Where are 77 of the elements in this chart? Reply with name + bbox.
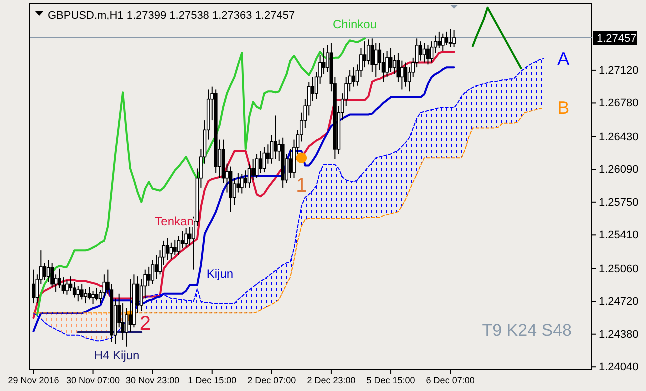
annotation: 1 — [296, 175, 308, 197]
y-tick-label: 1.25060 — [599, 263, 639, 276]
annotation: T9 K24 S48 — [482, 321, 572, 340]
y-tick-label: 1.26430 — [599, 131, 639, 144]
candlestick — [404, 62, 408, 88]
x-tick-label: 29 Nov 2016 — [8, 375, 60, 386]
candlestick — [66, 280, 69, 296]
candlestick — [43, 262, 47, 281]
y-tick-label: 1.27120 — [599, 64, 639, 77]
ref-line-label: 1.27457 — [597, 33, 637, 45]
candlestick — [46, 260, 50, 283]
candlestick — [274, 115, 278, 160]
candlestick — [84, 288, 88, 304]
x-tick-label: 30 Nov 23:00 — [126, 375, 180, 386]
candlestick — [50, 262, 54, 288]
candlestick — [389, 48, 393, 73]
candlestick — [441, 33, 445, 52]
candlestick — [370, 38, 374, 73]
candlestick — [80, 284, 84, 300]
candlestick — [166, 238, 170, 261]
candlestick — [154, 254, 158, 280]
series-label: H4 Kijun — [94, 348, 140, 362]
candlestick — [445, 31, 449, 46]
candlestick — [244, 170, 248, 188]
y-tick-label: 1.26090 — [599, 164, 639, 176]
y-tick-label: 1.25410 — [599, 230, 639, 242]
candlestick — [419, 41, 422, 62]
candlestick — [255, 154, 259, 179]
candlestick — [173, 239, 177, 256]
annotation: 2 — [140, 313, 151, 335]
series-label: A — [558, 48, 570, 69]
candlestick — [393, 54, 396, 75]
x-tick-label: 30 Nov 07:00 — [66, 375, 120, 386]
x-tick-label: 5 Dec 15:00 — [366, 375, 416, 386]
candlestick — [248, 163, 252, 188]
candlestick — [426, 44, 430, 66]
candlestick — [374, 42, 378, 78]
candlestick — [438, 31, 442, 49]
series-label: B — [558, 98, 570, 118]
candlestick — [170, 242, 174, 260]
candlestick — [288, 148, 292, 179]
candlestick — [88, 286, 92, 300]
x-tick-label: 1 Dec 15:00 — [188, 375, 237, 386]
candlestick — [32, 269, 36, 304]
candlestick — [259, 150, 262, 174]
candlestick — [177, 236, 181, 256]
candlestick — [128, 278, 132, 333]
candlestick — [180, 230, 184, 250]
candlestick — [147, 266, 151, 287]
x-tick-label: 2 Dec 07:00 — [248, 375, 296, 386]
candlestick — [151, 260, 155, 285]
x-tick-label: 2 Dec 23:00 — [307, 375, 356, 386]
candlestick — [452, 30, 456, 48]
candlestick — [240, 174, 244, 194]
candlestick — [76, 286, 80, 302]
candlestick — [92, 290, 95, 306]
series-label: Chinkou — [332, 18, 377, 32]
candlestick — [352, 67, 356, 88]
line-series — [36, 38, 366, 316]
y-tick-label: 1.26780 — [599, 98, 639, 110]
candlestick — [386, 50, 389, 78]
candlestick — [363, 41, 367, 68]
y-tick-label: 1.24040 — [599, 362, 639, 374]
candlestick — [366, 39, 370, 66]
candlestick — [448, 28, 452, 48]
y-tick-label: 1.24380 — [599, 328, 639, 341]
candlestick — [422, 42, 426, 64]
y-tick-label: 1.24720 — [599, 296, 639, 308]
x-tick-label: 6 Dec 07:00 — [426, 375, 475, 386]
candlestick — [400, 60, 404, 90]
series-label: Kijun — [206, 267, 234, 282]
candlestick — [252, 158, 256, 181]
series-label: Tenkan — [155, 214, 194, 228]
text: GBPUSD.m,H1 1.27399 1.27538 1.27363 1.27457 — [48, 10, 296, 22]
candlestick — [184, 228, 188, 248]
y-tick-label: 1.25750 — [599, 196, 639, 209]
line-series — [472, 6, 522, 70]
